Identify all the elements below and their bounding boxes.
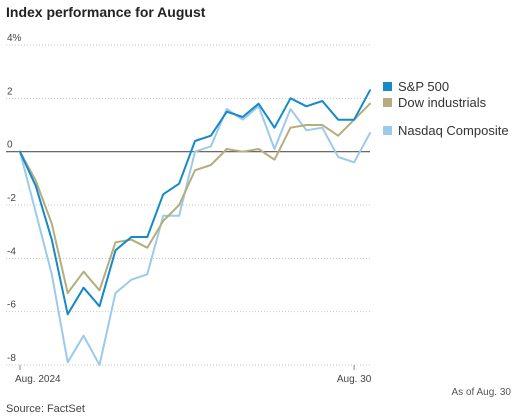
x-tick-label: Aug. 30 — [337, 374, 372, 385]
legend-swatch — [383, 82, 392, 91]
y-tick-label: -8 — [7, 353, 16, 364]
y-tick-label: 2 — [7, 86, 13, 97]
y-tick-label: -6 — [7, 300, 16, 311]
grid-lines — [6, 44, 370, 366]
series-line-nasdaq-composite — [19, 105, 371, 366]
legend-swatch — [383, 126, 392, 135]
legend-label: S&P 500 — [398, 79, 449, 94]
x-tick-label: Aug. 2024 — [15, 374, 61, 385]
y-tick-label: 4% — [7, 33, 22, 44]
series-lines — [19, 89, 371, 366]
x-axis-tick-labels: Aug. 2024 Aug. 30 — [15, 365, 372, 385]
series-line-dow-industrials — [19, 102, 371, 294]
y-tick-label: 0 — [7, 140, 13, 151]
y-tick-label: -2 — [7, 193, 16, 204]
series-line-s-p-500 — [19, 89, 371, 316]
as-of-note: As of Aug. 30 — [452, 387, 512, 398]
legend-label: Nasdaq Composite — [398, 123, 509, 138]
chart-title: Index performance for August — [6, 4, 206, 20]
y-tick-label: -4 — [7, 246, 16, 257]
legend-swatch — [383, 98, 392, 107]
y-axis-tick-labels: 4% 2 0 -2 -4 -6 -8 — [7, 33, 22, 364]
legend-label: Dow industrials — [398, 95, 487, 110]
source-note: Source: FactSet — [6, 403, 85, 415]
